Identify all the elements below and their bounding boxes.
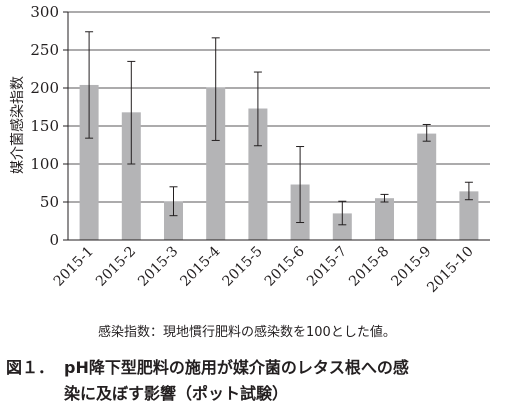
x-tick-label: 2015-6 [262,243,308,289]
caption-line-1: pH降下型肥料の施用が媒介菌のレタス根への感 [64,358,409,377]
y-tick-label: 100 [30,155,59,173]
y-tick-label: 200 [30,79,59,97]
y-axis-label: 媒介菌感染指数 [9,76,26,174]
bars [79,84,479,241]
bar [459,191,479,240]
x-tick-label: 2015-5 [220,244,266,290]
y-tick-label: 300 [30,3,59,21]
chart-note: 感染指数：現地慣行肥料の感染数を100とした値。 [98,325,396,340]
caption-line-2: 染に及ぼす影響（ポット試験） [64,384,289,403]
bar [332,213,352,240]
bar [164,201,183,240]
bar [375,198,394,240]
x-tick-labels: 2015-12015-22015-32015-42015-52015-62015… [51,243,477,296]
x-tick-label: 2015-4 [177,243,223,289]
y-tick-label: 0 [49,231,59,249]
y-tick-label: 250 [30,41,59,59]
x-tick-label: 2015-10 [424,244,476,296]
bar [417,133,437,240]
x-tick-label: 2015-3 [135,244,181,290]
bar [121,112,141,240]
figure-number: 図１． [6,358,55,377]
bar [206,87,226,241]
y-tick-labels: 0 50 100 150 200 250 300 [30,3,59,249]
axes [63,11,490,241]
x-tick-label: 2015-2 [93,244,139,290]
error-bars [85,31,473,226]
y-tick-label: 150 [30,117,59,135]
x-tick-label: 2015-8 [346,244,392,290]
bar [79,84,99,241]
figure-caption: 図１． pH降下型肥料の施用が媒介菌のレタス根への感 染に及ぼす影響（ポット試験） [6,355,504,407]
bar [248,108,268,241]
y-tick-label: 50 [40,193,59,211]
x-tick-label: 2015-1 [51,244,97,290]
x-tick-label: 2015-7 [304,244,350,290]
